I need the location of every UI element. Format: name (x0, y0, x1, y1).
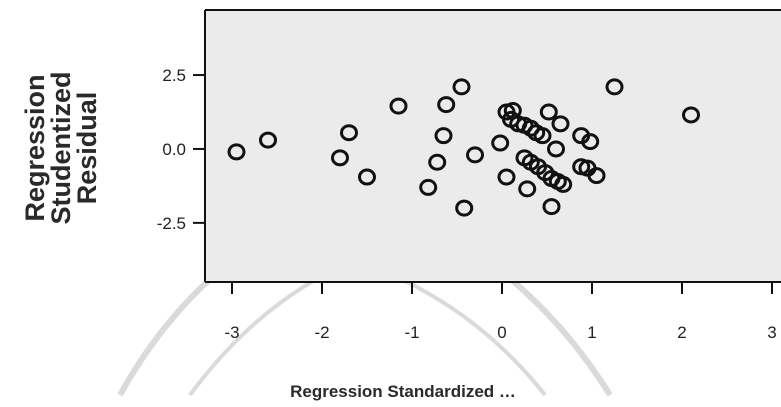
x-tick-label: -1 (404, 323, 419, 342)
scatter-point (434, 127, 453, 145)
scatter-point (452, 78, 471, 96)
x-tick-label: -2 (314, 323, 329, 342)
x-axis-title: Regression Standardized … (290, 382, 516, 401)
scatter-point (227, 143, 246, 161)
y-axis-title-line: Residual (72, 92, 102, 205)
scatter-point (682, 106, 700, 124)
scatter-point (581, 133, 600, 151)
y-axis-title-line: Studentized (46, 72, 76, 225)
scatter-point (547, 140, 565, 158)
scatter-point (491, 134, 510, 152)
y-axis-title-line: Regression (20, 74, 50, 221)
scatter-point (518, 180, 537, 198)
scatter-point (389, 97, 408, 115)
y-tick-label: -2.5 (157, 214, 186, 233)
x-tick-label: -3 (224, 323, 239, 342)
scatter-point (437, 96, 456, 114)
scatter-point (455, 199, 474, 217)
scatter-point (340, 124, 358, 142)
scatter-point (331, 149, 349, 167)
scatter-point (497, 168, 516, 186)
x-tick-label: 3 (767, 323, 776, 342)
scatter-point (428, 153, 447, 171)
y-tick-label: 0.0 (162, 140, 186, 159)
scatter-point (533, 127, 552, 145)
y-tick-label: 2.5 (162, 66, 186, 85)
scatter-point (358, 168, 376, 186)
scatter-point (259, 131, 277, 149)
y-axis-title: RegressionStudentizedResidual (20, 72, 102, 225)
scatter-point (551, 115, 570, 133)
scatter-point (587, 167, 606, 185)
x-tick-label: 2 (677, 323, 686, 342)
scatter-point (605, 78, 624, 96)
x-tick-label: 0 (497, 323, 506, 342)
x-tick-label: 1 (587, 323, 596, 342)
scatter-point (419, 178, 438, 196)
data-points (227, 78, 700, 217)
scatter-point (542, 198, 561, 216)
scatter-point (554, 175, 573, 193)
y-axis-ticks: 2.5 0.0 -2.5 (157, 66, 205, 233)
x-axis-ticks: -3 -2 -1 0 1 2 3 (224, 282, 777, 342)
scatter-point (539, 103, 558, 121)
scatter-point (466, 146, 484, 164)
